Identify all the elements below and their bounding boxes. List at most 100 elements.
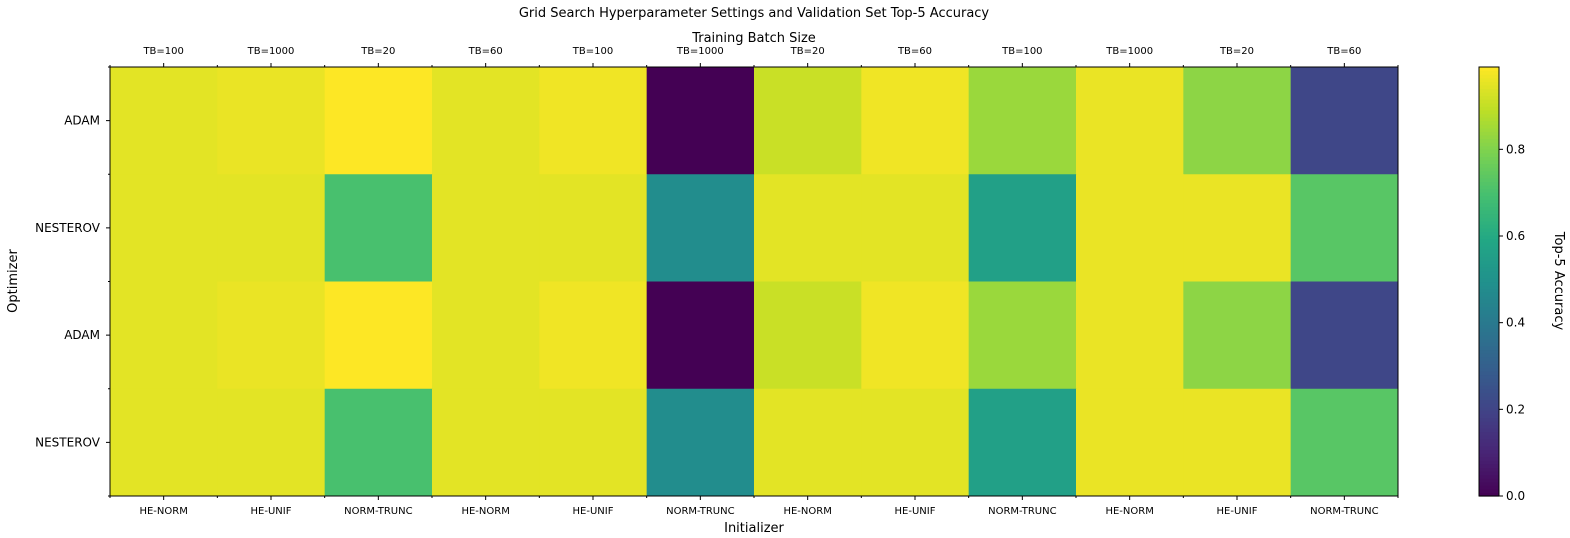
heatmap-cell: [324, 174, 433, 282]
colorbar-segment: [1479, 302, 1499, 308]
colorbar-segment: [1479, 327, 1499, 333]
x-tick-label: HE-NORM: [461, 506, 509, 517]
heatmap-cell: [110, 388, 218, 497]
colorbar-segment: [1479, 113, 1499, 118]
colorbar-segment: [1479, 227, 1499, 233]
colorbar-segment: [1479, 349, 1499, 354]
colorbar-segment: [1479, 231, 1499, 236]
heatmap-cell: [861, 67, 970, 175]
colorbar-segment: [1479, 335, 1499, 340]
heatmap-cell: [217, 388, 326, 497]
colorbar-segment: [1479, 406, 1499, 411]
top-tick-label: TB=20: [1219, 46, 1254, 57]
heatmap-cell: [1183, 174, 1292, 282]
heatmap-cell: [217, 281, 326, 390]
colorbar-segment: [1479, 256, 1499, 261]
colorbar-segment: [1479, 149, 1499, 154]
heatmap-cell: [110, 281, 218, 390]
colorbar-tick-label: 0.2: [1506, 402, 1525, 416]
colorbar-segment: [1479, 270, 1499, 275]
colorbar-segment: [1479, 217, 1499, 222]
heatmap-cell: [646, 388, 755, 497]
colorbar-segment: [1479, 188, 1499, 193]
colorbar-segment: [1479, 424, 1499, 429]
colorbar-segment: [1479, 488, 1499, 494]
colorbar-segment: [1479, 288, 1499, 293]
colorbar-segment: [1479, 324, 1499, 329]
colorbar-segment: [1479, 267, 1499, 272]
colorbar-segment: [1479, 478, 1499, 483]
colorbar-segment: [1479, 360, 1499, 365]
colorbar-segment: [1479, 474, 1499, 479]
heatmap-cell: [110, 174, 218, 282]
colorbar-segment: [1479, 370, 1499, 376]
colorbar-segment: [1479, 374, 1499, 379]
heatmap-cell: [754, 67, 862, 175]
heatmap-cell: [1290, 388, 1399, 497]
colorbar-segment: [1479, 84, 1499, 90]
colorbar-segment: [1479, 184, 1499, 190]
colorbar-segment: [1479, 442, 1499, 447]
colorbar-segment: [1479, 399, 1499, 404]
top-tick-label: TB=1000: [676, 46, 724, 57]
colorbar-segment: [1479, 159, 1499, 165]
colorbar-segment: [1479, 431, 1499, 436]
y-axis-label: Optimizer: [6, 249, 21, 313]
x-tick-label: NORM-TRUNC: [1310, 506, 1378, 517]
colorbar-segment: [1479, 134, 1499, 140]
colorbar-segment: [1479, 356, 1499, 361]
colorbar-segment: [1479, 167, 1499, 172]
colorbar-segment: [1479, 145, 1499, 150]
colorbar-segment: [1479, 102, 1499, 107]
colorbar-segment: [1479, 463, 1499, 468]
top-tick-label: TB=20: [360, 46, 395, 57]
colorbar-segment: [1479, 274, 1499, 279]
x-tick-label: NORM-TRUNC: [666, 506, 734, 517]
colorbar-segment: [1479, 220, 1499, 225]
heatmap-cell: [968, 281, 1077, 390]
colorbar-segment: [1479, 224, 1499, 229]
heatmap-cell: [432, 388, 540, 497]
colorbar-segment: [1479, 206, 1499, 211]
heatmap-cell: [217, 67, 326, 175]
heatmap-cell: [110, 67, 218, 175]
colorbar-segment: [1479, 213, 1499, 218]
heatmap-cell: [217, 174, 326, 282]
colorbar-segment: [1479, 174, 1499, 179]
colorbar-tick-label: 0.8: [1506, 142, 1525, 156]
heatmap-cell: [861, 281, 970, 390]
colorbar-segment: [1479, 285, 1499, 290]
colorbar-segment: [1479, 428, 1499, 433]
colorbar-frame: [1478, 66, 1500, 497]
heatmap-cell: [1183, 388, 1292, 497]
colorbar-segment: [1479, 81, 1499, 86]
heatmap-cell: [1076, 174, 1184, 282]
colorbar-segment: [1479, 199, 1499, 204]
colorbar-segment: [1479, 260, 1499, 265]
colorbar-segment: [1479, 342, 1499, 347]
colorbar-segment: [1479, 170, 1499, 175]
colorbar-segment: [1479, 456, 1499, 461]
colorbar-segment: [1479, 492, 1499, 497]
colorbar-segment: [1479, 181, 1499, 186]
heatmap-cell: [1076, 67, 1184, 175]
colorbar-segment: [1479, 449, 1499, 454]
x-tick-label: HE-NORM: [1105, 506, 1153, 517]
top-axis-label: Training Batch Size: [691, 31, 816, 46]
colorbar-segment: [1479, 485, 1499, 490]
colorbar-segment: [1479, 245, 1499, 250]
heatmap-cell: [1183, 281, 1292, 390]
colorbar-segment: [1479, 310, 1499, 315]
colorbar-segment: [1479, 163, 1499, 168]
colorbar-segment: [1479, 252, 1499, 258]
heatmap-cell: [432, 67, 540, 175]
colorbar-segment: [1479, 331, 1499, 336]
heatmap-cell: [1290, 67, 1399, 175]
colorbar-segment: [1479, 277, 1499, 283]
heatmap-cell: [968, 174, 1077, 282]
colorbar-segment: [1479, 156, 1499, 161]
heatmap-cell: [754, 281, 862, 390]
colorbar-segment: [1479, 242, 1499, 247]
